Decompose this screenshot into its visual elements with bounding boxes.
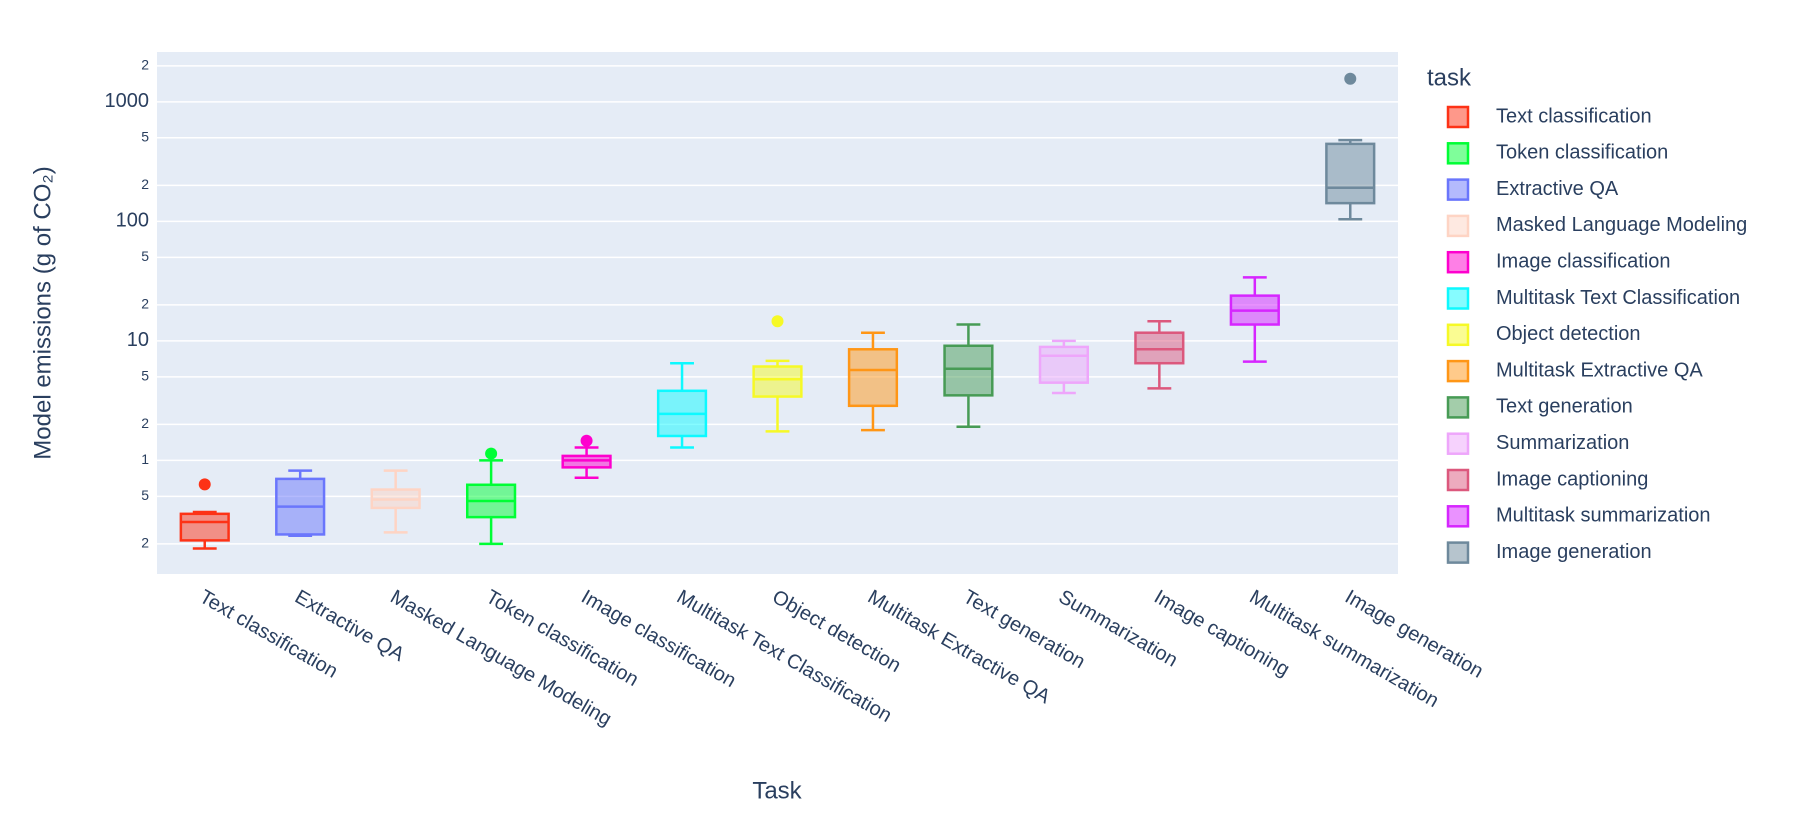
y-tick-label: 1000: [105, 90, 150, 112]
x-tick-label: Image classification: [577, 586, 739, 692]
box: [561, 454, 612, 469]
y-tick-label: 5: [141, 129, 149, 145]
legend-swatch: [1446, 287, 1470, 310]
legend-label: Image generation: [1496, 541, 1652, 563]
legend-swatch: [1446, 359, 1470, 383]
y-tick-label: 10: [127, 329, 149, 351]
box: [847, 348, 899, 408]
y-tick-label: 5: [141, 368, 149, 384]
outlier: [485, 447, 498, 460]
legend-label: Text generation: [1496, 396, 1633, 418]
legend-swatch: [1446, 323, 1470, 347]
y-tick-label: 2: [141, 296, 149, 312]
legend-swatch: [1446, 105, 1470, 129]
y-tick-label: 100: [116, 210, 149, 232]
legend-swatch: [1446, 250, 1470, 274]
box: [943, 344, 994, 397]
legend-label: Text classification: [1496, 105, 1652, 127]
outlier: [580, 434, 593, 447]
x-axis-title: Task: [752, 777, 802, 804]
legend-label: Multitask Text Classification: [1496, 287, 1740, 309]
outlier: [1344, 72, 1357, 85]
legend-label: Summarization: [1496, 432, 1629, 454]
legend-label: Extractive QA: [1496, 178, 1619, 200]
x-tick-label: Token classification: [482, 586, 642, 691]
legend-swatch: [1446, 214, 1470, 238]
y-tick-label: 2: [141, 415, 149, 431]
y-tick-label: 5: [141, 248, 149, 264]
legend-label: Token classification: [1496, 142, 1668, 164]
box: [179, 512, 230, 542]
y-tick-label: 2: [141, 176, 149, 192]
legend-swatch: [1446, 468, 1470, 492]
legend-swatch: [1446, 396, 1470, 419]
box: [1134, 331, 1185, 365]
legend-swatch: [1446, 432, 1470, 455]
legend-title: task: [1427, 64, 1472, 91]
legend-label: Object detection: [1496, 323, 1641, 345]
y-tick-label: 2: [141, 57, 149, 73]
y-axis-title: Model emissions (g of CO₂): [29, 166, 56, 459]
legend-label: Multitask summarization: [1496, 505, 1711, 527]
legend-swatch: [1446, 541, 1470, 564]
outlier: [198, 478, 211, 491]
legend-swatch: [1446, 505, 1470, 528]
box: [752, 365, 803, 398]
legend-label: Masked Language Modeling: [1496, 214, 1747, 236]
y-tick-label: 5: [141, 487, 149, 503]
box: [1038, 345, 1090, 384]
legend-label: Image captioning: [1496, 468, 1648, 490]
legend-swatch: [1446, 178, 1470, 201]
legend-label: Multitask Extractive QA: [1496, 359, 1703, 381]
y-tick-label: 2: [141, 535, 149, 551]
legend-label: Image classification: [1496, 250, 1671, 272]
outlier: [771, 315, 784, 328]
legend-swatch: [1446, 142, 1470, 165]
box: [1325, 142, 1376, 205]
y-tick-label: 1: [141, 451, 149, 467]
plot-background: [157, 52, 1398, 574]
